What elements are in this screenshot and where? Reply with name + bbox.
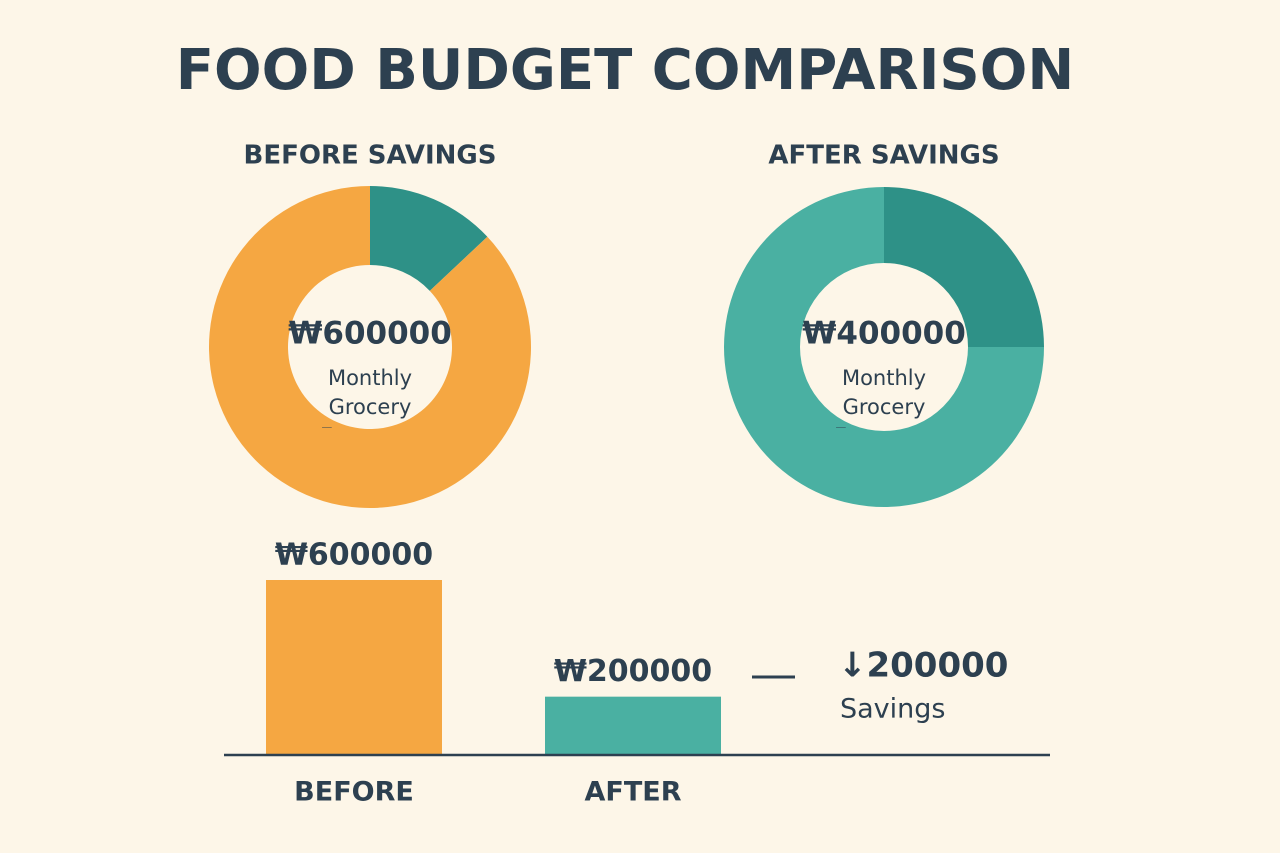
center-label: Monthly Grocery Expenses	[834, 366, 934, 428]
center-label: Monthly Grocery Expenses	[320, 366, 420, 428]
bar	[266, 580, 442, 755]
page-title: FOOD BUDGET COMPARISON	[176, 38, 1074, 103]
donut-segment	[884, 187, 1044, 347]
center-label-box: Monthly Grocery Expenses	[834, 366, 934, 428]
savings-label: Savings	[840, 694, 945, 725]
bar	[545, 696, 721, 755]
center-value: ₩400000	[802, 316, 966, 352]
category-label: BEFORE	[294, 777, 414, 808]
category-label: AFTER	[585, 777, 682, 808]
donut-segment	[209, 186, 531, 509]
bar-value-label: ₩200000	[554, 654, 712, 689]
donut-segment	[724, 187, 1044, 507]
center-label-box: Monthly Grocery Expenses	[320, 366, 420, 428]
savings-amount: ↓200000	[838, 646, 1008, 686]
center-value: ₩600000	[288, 316, 452, 352]
bar-value-label: ₩600000	[275, 538, 433, 573]
donut-title: BEFORE SAVINGS	[244, 141, 497, 171]
donut-segment	[370, 186, 488, 291]
donut-title: AFTER SAVINGS	[768, 141, 999, 171]
